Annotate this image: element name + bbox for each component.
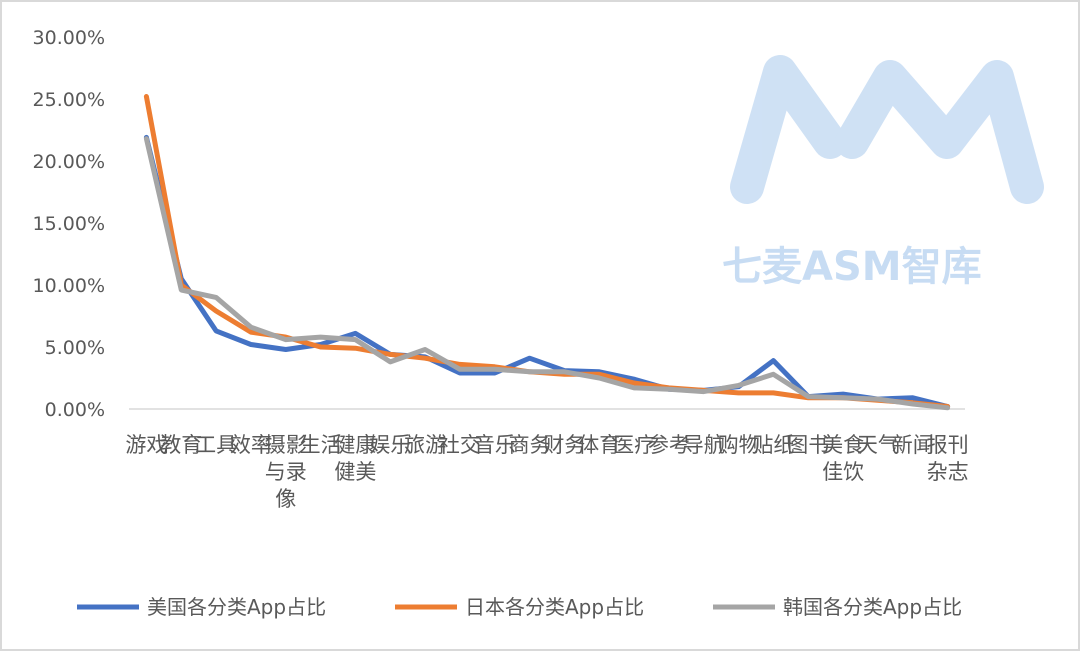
y-tick-label: 0.00% xyxy=(45,399,105,421)
x-tick-label: 导航 xyxy=(683,433,725,457)
y-tick-label: 10.00% xyxy=(33,275,105,297)
x-tick-label: 医疗 xyxy=(613,433,655,457)
x-tick-label: 健康健美 xyxy=(334,433,376,484)
legend: 美国各分类App占比 日本各分类App占比 韩国各分类App占比 xyxy=(77,595,962,619)
y-tick-label: 20.00% xyxy=(33,151,105,173)
x-tick-label: 音乐 xyxy=(474,433,516,457)
legend-label: 日本各分类App占比 xyxy=(465,595,644,619)
watermark-logo-icon xyxy=(730,55,1044,204)
x-tick-label: 参考 xyxy=(648,433,690,457)
watermark-text: 七麦ASM智库 xyxy=(722,244,982,290)
x-tick-label: 体育 xyxy=(578,433,620,457)
y-tick-label: 15.00% xyxy=(33,213,105,235)
x-axis-tick-labels: 游戏教育工具效率摄影与录像生活健康健美娱乐旅游社交音乐商务财务体育医疗参考导航购… xyxy=(125,433,968,511)
x-tick-label: 贴纸 xyxy=(752,433,794,457)
y-axis-tick-labels: 0.00% 5.00% 10.00% 15.00% 20.00% 25.00% 30.00% xyxy=(33,27,105,421)
x-tick-label: 天气 xyxy=(857,433,899,457)
x-tick-label: 生活 xyxy=(300,433,342,457)
x-tick-label: 图书 xyxy=(787,433,829,457)
series-line-3 xyxy=(143,136,951,411)
x-tick-label: 报刊杂志 xyxy=(927,433,969,484)
x-tick-label: 社交 xyxy=(439,433,481,457)
x-tick-label: 工具 xyxy=(195,433,237,457)
x-tick-label: 游戏 xyxy=(125,433,167,457)
y-tick-label: 30.00% xyxy=(33,27,105,49)
y-tick-label: 25.00% xyxy=(33,89,105,111)
x-tick-label: 美食佳饮 xyxy=(822,433,864,484)
legend-label: 韩国各分类App占比 xyxy=(783,595,962,619)
watermark: 七麦ASM智库 xyxy=(722,55,1044,290)
x-tick-label: 效率 xyxy=(230,433,272,457)
x-tick-label: 新闻 xyxy=(892,433,934,457)
legend-label: 美国各分类App占比 xyxy=(147,595,326,619)
x-tick-label: 旅游 xyxy=(404,433,446,457)
x-tick-label: 摄影与录像 xyxy=(265,433,307,511)
x-tick-label: 教育 xyxy=(160,433,202,457)
x-tick-label: 购物 xyxy=(718,433,760,457)
series-lines xyxy=(143,94,951,411)
y-tick-label: 5.00% xyxy=(45,337,105,359)
x-tick-label: 财务 xyxy=(543,433,585,457)
x-tick-label: 商务 xyxy=(509,433,551,457)
x-tick-label: 娱乐 xyxy=(369,433,411,457)
